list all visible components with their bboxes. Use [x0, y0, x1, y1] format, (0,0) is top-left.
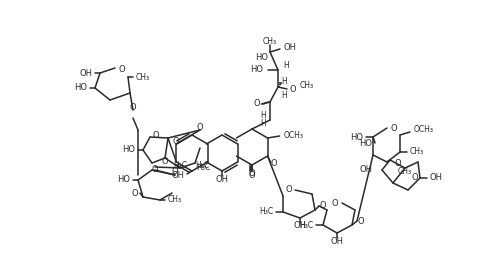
Text: O: O — [331, 199, 338, 208]
Text: O: O — [153, 131, 159, 140]
Text: O: O — [172, 167, 178, 177]
Text: O: O — [271, 160, 277, 168]
Text: O: O — [131, 188, 138, 197]
Text: H: H — [281, 76, 287, 86]
Text: H₃C: H₃C — [299, 221, 313, 229]
Text: HO: HO — [250, 66, 263, 75]
Text: O: O — [320, 201, 327, 210]
Text: H₃C: H₃C — [196, 164, 210, 173]
Text: HO: HO — [117, 176, 130, 184]
Text: O: O — [172, 137, 179, 146]
Text: CH₃: CH₃ — [300, 82, 314, 90]
Text: H: H — [283, 60, 289, 69]
Text: O: O — [357, 217, 364, 225]
Text: OH: OH — [330, 237, 343, 245]
Text: CH₃: CH₃ — [410, 147, 424, 157]
Text: H₃C: H₃C — [195, 160, 209, 170]
Text: OH: OH — [215, 174, 229, 184]
Text: HO: HO — [74, 83, 87, 93]
Text: CH₃: CH₃ — [398, 167, 412, 177]
Text: HO: HO — [350, 133, 363, 141]
Text: CH₃: CH₃ — [263, 38, 277, 46]
Text: OH: OH — [284, 42, 297, 52]
Text: O: O — [395, 160, 401, 168]
Text: CH₃: CH₃ — [136, 73, 150, 82]
Text: O: O — [152, 166, 158, 174]
Text: O: O — [253, 100, 260, 109]
Text: H: H — [281, 90, 287, 100]
Text: H₃C: H₃C — [259, 208, 273, 217]
Text: CH₃: CH₃ — [168, 195, 182, 204]
Text: OH: OH — [359, 166, 372, 174]
Text: O: O — [248, 170, 255, 178]
Text: HO: HO — [122, 146, 135, 154]
Text: OH: OH — [293, 221, 306, 231]
Text: HO: HO — [359, 139, 372, 147]
Text: O: O — [162, 157, 168, 167]
Text: OH: OH — [430, 174, 443, 183]
Text: O: O — [118, 65, 125, 74]
Text: H: H — [260, 120, 266, 129]
Text: H: H — [260, 112, 266, 120]
Text: OH: OH — [171, 170, 184, 180]
Text: HO: HO — [255, 53, 268, 62]
Text: OH: OH — [79, 69, 92, 77]
Text: OCH₃: OCH₃ — [284, 131, 304, 140]
Text: O: O — [130, 103, 136, 113]
Text: O: O — [286, 185, 292, 194]
Text: O: O — [248, 170, 255, 180]
Text: H₃C: H₃C — [173, 160, 187, 170]
Text: O: O — [390, 124, 397, 133]
Text: O: O — [290, 85, 296, 93]
Text: OCH₃: OCH₃ — [414, 126, 434, 134]
Text: O: O — [412, 174, 418, 183]
Text: O: O — [197, 123, 204, 131]
